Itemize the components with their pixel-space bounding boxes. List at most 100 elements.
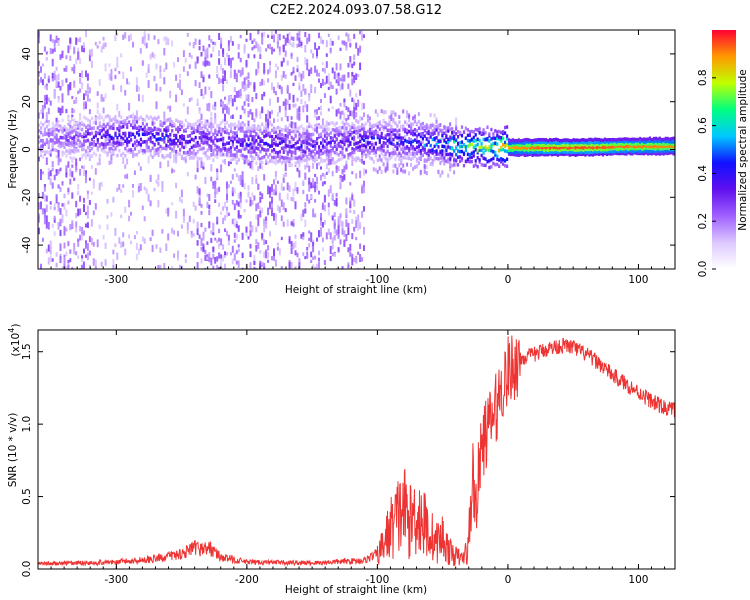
heatmap-cell <box>122 151 125 156</box>
heatmap-cell <box>83 132 86 136</box>
heatmap-cell <box>49 48 52 55</box>
heatmap-cell <box>83 115 86 119</box>
heatmap-cell <box>45 132 48 136</box>
heatmap-cell <box>396 141 399 146</box>
heatmap-cell <box>276 125 280 130</box>
heatmap-cell <box>53 141 56 145</box>
heatmap-cell <box>171 149 174 154</box>
heatmap-cell <box>77 149 80 153</box>
heatmap-cell <box>40 201 42 210</box>
heatmap-cell <box>335 127 338 131</box>
heatmap-cell <box>88 125 92 129</box>
heatmap-cell <box>261 156 264 160</box>
heatmap-cell <box>155 151 158 155</box>
heatmap-cell <box>206 241 209 245</box>
heatmap-cell <box>413 119 417 124</box>
heatmap-cell <box>625 149 628 154</box>
heatmap-cell <box>502 162 505 166</box>
heatmap-cell <box>229 60 232 68</box>
heatmap-cell <box>229 149 233 154</box>
heatmap-cell <box>141 117 144 122</box>
heatmap-cell <box>429 125 432 129</box>
heatmap-cell <box>455 124 458 129</box>
heatmap-cell <box>455 132 458 136</box>
heatmap-cell <box>202 131 205 135</box>
heatmap-cell <box>658 147 661 151</box>
heatmap-cell <box>267 34 270 38</box>
heatmap-cell <box>180 189 183 198</box>
heatmap-cell <box>261 36 264 45</box>
heatmap-cell <box>222 206 225 211</box>
heatmap-cell <box>308 132 311 137</box>
heatmap-cell <box>231 258 234 265</box>
heatmap-cell <box>210 139 213 143</box>
heatmap-cell <box>208 102 211 108</box>
heatmap-cell <box>224 122 227 127</box>
heatmap-cell <box>280 199 283 207</box>
heatmap-cell <box>245 142 248 147</box>
heatmap-cell <box>549 150 552 155</box>
heatmap-cell <box>75 251 78 256</box>
heatmap-cell <box>402 140 405 145</box>
heatmap-cell <box>460 125 464 129</box>
heatmap-cell <box>224 228 226 232</box>
heatmap-cell <box>179 148 182 152</box>
heatmap-cell <box>286 38 289 43</box>
heatmap-cell <box>155 63 158 70</box>
heatmap-cell <box>253 260 256 266</box>
heatmap-cell <box>672 149 675 153</box>
heatmap-cell <box>251 124 254 128</box>
heatmap-cell <box>163 47 166 56</box>
heatmap-cell <box>302 154 305 158</box>
heatmap-cell <box>267 160 270 165</box>
heatmap-cell <box>643 149 646 153</box>
heatmap-cell <box>210 237 213 243</box>
heatmap-cell <box>570 143 573 147</box>
heatmap-cell <box>94 168 97 175</box>
heatmap-cell <box>423 129 426 133</box>
heatmap-cell <box>188 42 191 46</box>
heatmap-cell <box>341 227 344 235</box>
heatmap-cell <box>94 203 97 210</box>
heatmap-cell <box>631 146 634 151</box>
heatmap-cell <box>302 149 305 153</box>
heatmap-cell <box>333 144 336 148</box>
heatmap-cell <box>255 69 258 76</box>
heatmap-cell <box>347 264 350 269</box>
heatmap-cell <box>372 142 375 147</box>
heatmap-cell <box>67 116 70 120</box>
heatmap-cell <box>40 130 43 135</box>
heatmap-cell <box>282 35 285 39</box>
heatmap-cell <box>639 142 642 146</box>
heatmap-cell <box>359 133 362 138</box>
heatmap-cell <box>320 148 323 153</box>
heatmap-cell <box>259 196 262 203</box>
heatmap-cell <box>271 31 273 38</box>
heatmap-cell <box>247 126 250 130</box>
heatmap-cell <box>580 145 583 150</box>
heatmap-cell <box>660 144 663 148</box>
heatmap-cell <box>114 120 117 124</box>
heatmap-cell <box>85 130 88 134</box>
heatmap-cell <box>263 218 266 224</box>
heatmap-cell <box>40 66 42 73</box>
heatmap-cell <box>449 138 452 142</box>
heatmap-cell <box>233 253 236 261</box>
heatmap-cell <box>321 126 325 131</box>
heatmap-cell <box>498 149 501 153</box>
heatmap-cell <box>261 261 264 266</box>
heatmap-cell <box>648 136 652 140</box>
heatmap-cell <box>233 218 236 222</box>
heatmap-cell <box>65 209 68 217</box>
heatmap-cell <box>122 184 125 188</box>
heatmap-cell <box>194 61 197 69</box>
heatmap-cell <box>320 157 322 161</box>
heatmap-cell <box>349 125 352 129</box>
heatmap-cell <box>104 63 107 72</box>
heatmap-cell <box>539 152 542 157</box>
heatmap-cell <box>310 132 313 137</box>
heatmap-cell <box>59 158 62 163</box>
heatmap-cell <box>670 140 673 144</box>
heatmap-cell <box>190 131 193 135</box>
heatmap-cell <box>462 163 466 168</box>
